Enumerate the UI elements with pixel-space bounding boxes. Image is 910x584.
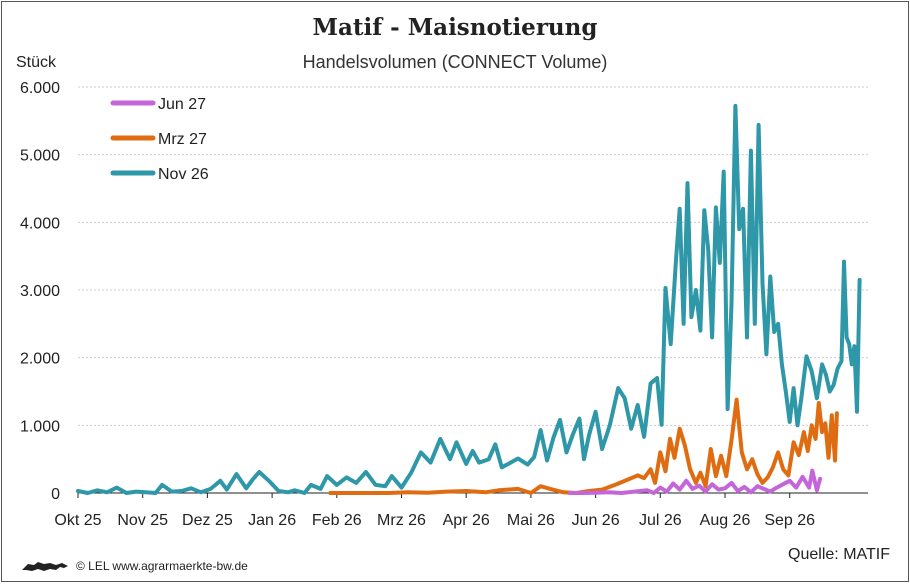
x-tick-label: Okt 25 [54,512,101,529]
y-tick-label: 1.000 [20,418,60,435]
y-tick-label: 3.000 [20,283,60,300]
x-tick-label: Jun 26 [572,512,620,529]
legend-label: Nov 26 [158,166,209,183]
legend-label: Mrz 27 [158,131,207,148]
lion-logo-icon [22,562,68,571]
series-line-jun-27 [567,468,823,495]
y-axis-unit: Stück [16,54,57,71]
footer-credit: © LEL www.agrarmaerkte-bw.de [20,558,248,574]
x-tick-label: Aug 26 [700,512,751,529]
series-line-mrz-27 [328,397,839,495]
axes: 0 1.000 2.000 3.000 4.000 5.000 6.000 Okt 25 Nov… [20,80,868,529]
legend: Jun 27 Mrz 27 Nov 26 [110,96,209,183]
x-tick-label: Sep 26 [764,512,815,529]
x-tick-label: Dez 25 [182,512,233,529]
chart-subtitle: Handelsvolumen (CONNECT Volume) [302,52,608,72]
x-tick-label: Mrz 26 [377,512,426,529]
series-lines [76,103,862,495]
x-tick-label: Apr 26 [443,512,490,529]
x-tick-label: Mai 26 [507,512,555,529]
x-tick-label: Feb 26 [312,512,362,529]
copyright-text: © LEL www.agrarmaerkte-bw.de [76,559,248,573]
x-tick-label: Jan 26 [248,512,296,529]
series-line-nov-26 [76,103,862,495]
source-note: Quelle: MATIF [788,546,890,563]
chart-title: Matif - Maisnotierung [312,14,598,41]
y-tick-label: 5.000 [20,148,60,165]
x-tick-label: Nov 25 [117,512,168,529]
y-tick-label: 0 [51,486,60,503]
y-tick-label: 2.000 [20,351,60,368]
x-tick-label: Jul 26 [639,512,682,529]
y-tick-label: 6.000 [20,80,60,97]
legend-label: Jun 27 [158,96,206,113]
y-tick-label: 4.000 [20,215,60,232]
